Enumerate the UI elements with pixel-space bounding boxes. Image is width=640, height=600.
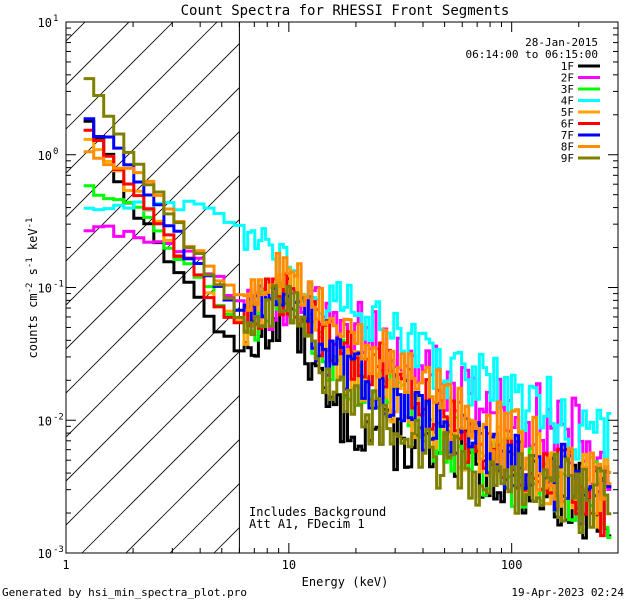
annotation-background: Includes Background bbox=[249, 505, 386, 519]
y-tick-label: 10 bbox=[38, 16, 52, 30]
footer-generated-by: Generated by hsi_min_spectra_plot.pro bbox=[2, 586, 247, 599]
legend-label-9F: 9F bbox=[561, 152, 574, 165]
hatch-line bbox=[66, 43, 240, 218]
x-tick-label: 100 bbox=[501, 558, 523, 572]
y-tick-exponent: -3 bbox=[53, 545, 64, 555]
hatch-line bbox=[66, 22, 174, 130]
series-line-9F bbox=[83, 77, 612, 534]
legend-label-8F: 8F bbox=[561, 141, 574, 154]
legend-label-6F: 6F bbox=[561, 118, 574, 131]
y-tick-exponent: 0 bbox=[53, 147, 58, 157]
date-label: 28-Jan-2015 bbox=[525, 36, 598, 49]
y-tick-label: 10 bbox=[38, 414, 52, 428]
y-tick-label: 10 bbox=[38, 547, 52, 561]
hatched-region bbox=[0, 0, 240, 553]
x-axis-label: Energy (keV) bbox=[302, 575, 389, 589]
y-tick-exponent: -2 bbox=[53, 412, 64, 422]
hatch-line bbox=[66, 175, 240, 350]
time-range-label: 06:14:00 to 06:15:00 bbox=[466, 48, 598, 61]
legend-label-2F: 2F bbox=[561, 72, 574, 85]
legend-label-4F: 4F bbox=[561, 95, 574, 108]
hatch-line bbox=[81, 395, 240, 553]
axis-ticks bbox=[65, 21, 619, 554]
y-tick-exponent: 1 bbox=[53, 14, 58, 24]
hatch-line bbox=[0, 0, 26, 553]
hatch-line bbox=[66, 22, 130, 86]
y-tick-label: 10 bbox=[38, 282, 52, 296]
legend-label-7F: 7F bbox=[561, 129, 574, 142]
hatch-line bbox=[66, 22, 86, 42]
chart-title: Count Spectra for RHESSI Front Segments bbox=[181, 3, 510, 19]
series-line-8F bbox=[83, 150, 612, 516]
y-tick-label: 10 bbox=[38, 149, 52, 163]
legend-label-3F: 3F bbox=[561, 83, 574, 96]
hatch-line bbox=[66, 351, 240, 526]
hatch-line bbox=[66, 263, 240, 438]
legend-label-1F: 1F bbox=[561, 60, 574, 73]
x-tick-label: 1 bbox=[62, 558, 69, 572]
hatch-line bbox=[125, 439, 240, 553]
legend-label-5F: 5F bbox=[561, 106, 574, 119]
series-line-4F bbox=[83, 199, 612, 482]
series-layer bbox=[83, 77, 612, 540]
hatch-line bbox=[66, 131, 240, 306]
y-tick-exponent: -1 bbox=[53, 280, 64, 290]
hatch-line bbox=[66, 307, 240, 482]
annotation-attenuator: Att A1, FDecim 1 bbox=[249, 517, 365, 531]
y-axis-label: counts cm-2 s-1 keV-1 bbox=[25, 218, 40, 359]
footer-timestamp: 19-Apr-2023 02:24 bbox=[511, 586, 624, 599]
hatch-line bbox=[66, 22, 218, 174]
hatch-line bbox=[66, 219, 240, 394]
x-tick-label: 10 bbox=[282, 558, 296, 572]
